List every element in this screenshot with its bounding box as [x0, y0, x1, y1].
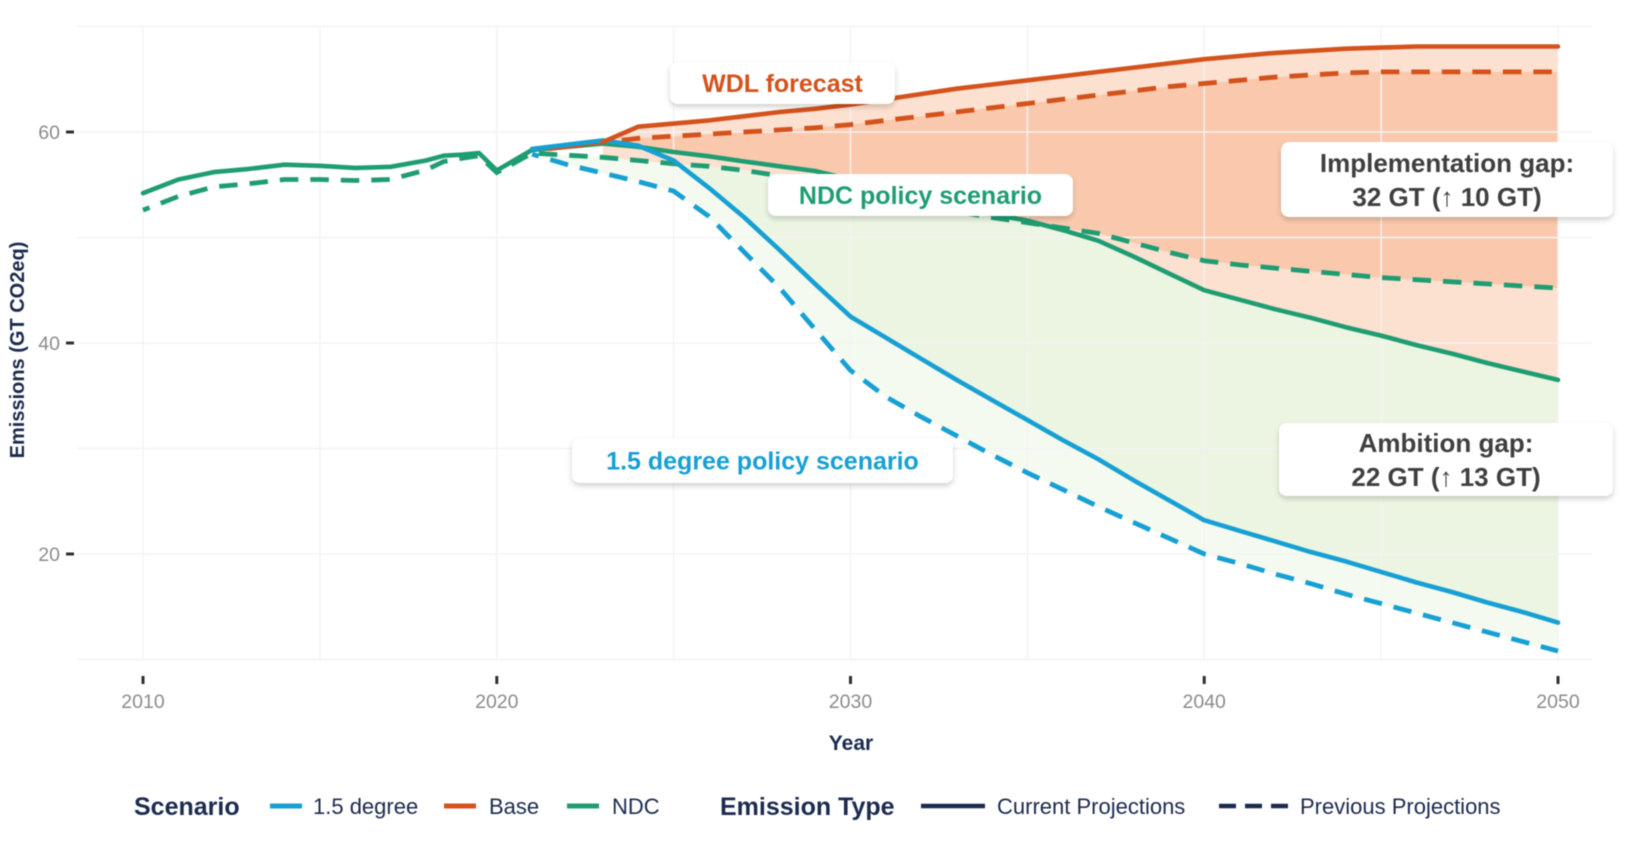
svg-text:20: 20: [38, 544, 60, 566]
svg-text:60: 60: [38, 122, 60, 144]
svg-text:1.5 degree policy scenario: 1.5 degree policy scenario: [606, 448, 919, 476]
svg-text:2050: 2050: [1536, 691, 1580, 713]
svg-text:2020: 2020: [475, 691, 519, 713]
svg-text:Implementation gap:: Implementation gap:: [1320, 148, 1574, 178]
svg-text:WDL forecast: WDL forecast: [702, 70, 863, 98]
svg-text:2040: 2040: [1183, 691, 1227, 713]
svg-text:Base: Base: [489, 794, 539, 819]
svg-text:2030: 2030: [829, 691, 873, 713]
svg-text:Emission Type: Emission Type: [720, 793, 895, 821]
svg-text:40: 40: [38, 333, 60, 355]
svg-text:22 GT (↑ 13 GT): 22 GT (↑ 13 GT): [1351, 462, 1540, 492]
svg-text:Scenario: Scenario: [134, 793, 240, 821]
svg-text:32 GT (↑ 10 GT): 32 GT (↑ 10 GT): [1352, 182, 1541, 212]
svg-text:Current Projections: Current Projections: [997, 794, 1185, 819]
svg-text:Ambition gap:: Ambition gap:: [1359, 428, 1534, 458]
svg-text:NDC: NDC: [612, 794, 660, 819]
svg-text:Previous Projections: Previous Projections: [1300, 794, 1501, 819]
svg-text:Emissions (GT CO2eq): Emissions (GT CO2eq): [7, 242, 29, 459]
svg-text:2010: 2010: [121, 691, 165, 713]
svg-text:1.5 degree: 1.5 degree: [313, 794, 418, 819]
svg-text:Year: Year: [829, 732, 873, 755]
svg-text:NDC policy scenario: NDC policy scenario: [799, 182, 1042, 210]
